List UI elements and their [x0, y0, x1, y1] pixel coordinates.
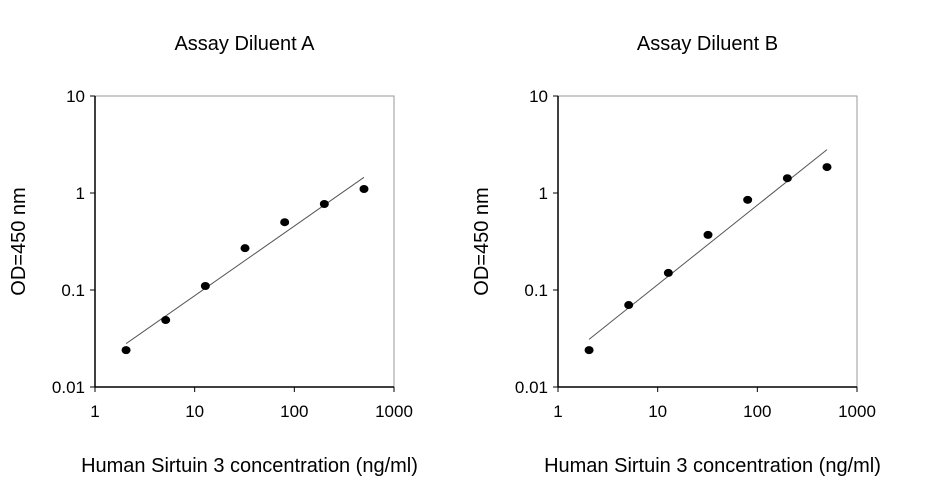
- chart-panel-1: Assay Diluent A 1 10 100 1000 0.01 0.1 1 10 Human…: [8, 33, 418, 477]
- y-axis-label: OD=450 nm: [471, 187, 493, 295]
- plot-frame: [94, 95, 395, 388]
- y-tick-label: 1: [76, 184, 85, 203]
- chart-panel-2: Assay Diluent B 1 10 100 1000 0.01 0.1 1 10 Human…: [471, 33, 881, 477]
- x-axis-label: Human Sirtuin 3 concentration (ng/ml): [544, 455, 881, 477]
- data-point: [319, 200, 329, 209]
- x-tick-label: 100: [280, 402, 308, 421]
- data-point: [624, 301, 634, 310]
- x-tick-label: 10: [185, 402, 204, 421]
- plot-frame: [557, 95, 858, 388]
- y-tick-label: 10: [529, 87, 548, 106]
- y-tick-label: 10: [66, 87, 85, 106]
- x-tick-label: 1000: [838, 402, 876, 421]
- x-tick-label: 1: [553, 402, 562, 421]
- y-tick-label: 0.01: [515, 378, 548, 397]
- data-point: [584, 346, 594, 355]
- y-axis-label: OD=450 nm: [8, 187, 30, 295]
- data-point: [359, 184, 369, 193]
- y-tick-label: 1: [539, 184, 548, 203]
- data-point: [663, 268, 673, 277]
- x-tick-label: 10: [648, 402, 667, 421]
- data-point: [280, 218, 290, 227]
- data-point: [240, 244, 250, 253]
- chart-title: Assay Diluent A: [174, 33, 315, 55]
- x-tick-label: 100: [743, 402, 771, 421]
- x-axis-label: Human Sirtuin 3 concentration (ng/ml): [81, 455, 418, 477]
- chart-title: Assay Diluent B: [637, 33, 778, 55]
- x-tick-label: 1000: [375, 402, 413, 421]
- data-point: [822, 163, 832, 172]
- data-point: [200, 281, 210, 290]
- data-point: [161, 316, 171, 325]
- data-point: [743, 195, 753, 204]
- y-tick-label: 0.01: [52, 378, 85, 397]
- data-point: [703, 230, 713, 239]
- data-point: [782, 174, 792, 183]
- data-point: [121, 346, 131, 355]
- y-tick-label: 0.1: [524, 281, 548, 300]
- y-tick-label: 0.1: [61, 281, 85, 300]
- x-tick-label: 1: [90, 402, 99, 421]
